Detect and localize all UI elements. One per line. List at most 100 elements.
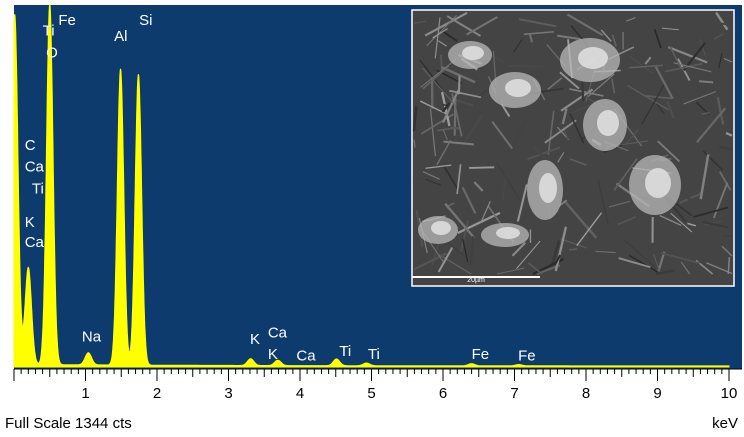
peak-label-20: Fe <box>518 347 536 364</box>
sem-fiber <box>554 226 568 272</box>
sem-fiber <box>664 62 703 73</box>
sem-fiber <box>500 103 511 118</box>
sem-fiber <box>449 89 482 99</box>
sem-fiber <box>569 113 585 144</box>
sem-fiber <box>680 261 691 275</box>
sem-fiber <box>659 215 682 226</box>
sem-fiber <box>569 158 587 167</box>
sem-fiber <box>469 236 475 265</box>
sem-fiber <box>513 39 523 53</box>
sem-fiber <box>564 201 598 239</box>
sem-fiber <box>442 128 449 141</box>
sem-fiber <box>507 64 544 68</box>
sem-fiber <box>437 40 448 47</box>
sem-fiber <box>432 28 448 39</box>
sem-fiber <box>641 84 665 125</box>
sem-fiber <box>506 117 528 156</box>
sem-fiber <box>627 84 669 111</box>
sem-fiber <box>431 241 441 267</box>
sem-fiber <box>653 254 661 275</box>
peak-label-19: Fe <box>472 346 490 363</box>
x-tick-label-9: 9 <box>653 385 661 402</box>
sem-fiber <box>725 132 733 137</box>
sem-fiber <box>559 71 580 90</box>
peak-point-11 <box>471 364 473 366</box>
sem-fiber <box>702 150 724 171</box>
sem-fiber <box>547 77 563 91</box>
sem-fiber <box>413 252 448 271</box>
sem-fiber <box>718 145 733 151</box>
sem-fiber <box>557 34 582 41</box>
sem-fiber <box>653 29 662 49</box>
x-tick-label-10: 10 <box>721 385 738 402</box>
sem-fiber <box>715 11 729 31</box>
sem-fiber <box>576 212 603 247</box>
sem-fiber <box>446 15 482 37</box>
peak-label-1: Fe <box>58 0 76 7</box>
sem-fiber <box>444 202 476 239</box>
sem-fiber <box>422 65 450 90</box>
x-tick-label-8: 8 <box>582 385 590 402</box>
sem-fiber <box>661 27 679 31</box>
sem-fiber <box>660 251 700 265</box>
sem-fiber <box>440 66 476 84</box>
sem-fiber <box>413 139 416 148</box>
sem-fiber <box>629 64 664 69</box>
peak-label-12: Na <box>82 328 102 345</box>
sem-fiber <box>628 55 654 74</box>
sem-fiber <box>721 245 733 257</box>
sem-fiber <box>544 119 577 144</box>
sem-fiber <box>613 158 638 191</box>
sem-fiber <box>419 100 447 115</box>
x-tick-label-5: 5 <box>367 385 375 402</box>
sem-fiber <box>723 58 733 63</box>
sem-fiber <box>702 220 729 229</box>
sem-fiber <box>443 165 460 192</box>
sem-fiber <box>657 140 681 163</box>
sem-particle-highlight <box>505 79 531 97</box>
sem-fiber <box>611 78 616 94</box>
sem-fiber <box>716 96 725 125</box>
sem-fiber <box>438 254 472 275</box>
sem-fiber <box>442 103 456 109</box>
sem-fiber <box>459 220 470 252</box>
sem-fiber <box>600 29 612 42</box>
sem-fiber <box>516 184 528 222</box>
sem-fiber <box>655 269 675 276</box>
sem-fiber <box>440 54 443 73</box>
sem-fiber <box>554 254 562 266</box>
sem-fiber <box>581 81 585 102</box>
peak-point-7 <box>250 359 252 361</box>
sem-particle-highlight <box>462 46 484 60</box>
sem-fiber <box>625 16 636 22</box>
peak-label-3: Ti <box>43 23 55 40</box>
sem-fiber <box>566 13 604 37</box>
sem-fiber <box>501 174 507 202</box>
peak-label-8: Ca <box>25 159 45 176</box>
x-axis-tick-labels: 1 2 3 4 5 6 7 8 9 10 <box>81 385 737 402</box>
sem-particle-highlight <box>578 47 608 69</box>
sem-fiber <box>718 52 723 69</box>
sem-inset-image: 20µm <box>411 9 735 287</box>
peak-point-4 <box>87 354 89 356</box>
sem-fiber <box>670 212 693 233</box>
sem-fiber <box>623 239 656 268</box>
sem-fiber <box>480 159 487 173</box>
sem-fiber <box>561 108 568 125</box>
sem-fiber <box>684 19 730 26</box>
sem-fiber <box>568 248 578 251</box>
sem-particle-highlight <box>496 227 520 239</box>
peak-label-17: Ti <box>339 343 351 360</box>
sem-fiber <box>456 164 462 195</box>
sem-fiber <box>656 103 666 115</box>
sem-fiber <box>719 171 732 191</box>
sem-fiber <box>443 140 474 146</box>
sem-fiber <box>727 257 731 275</box>
sem-fiber <box>559 199 568 207</box>
peak-label-11: Ca <box>25 234 45 251</box>
sem-fiber <box>667 46 708 64</box>
sem-fiber <box>696 107 727 143</box>
sem-fiber <box>480 201 491 224</box>
scale-bar-label: 20µm <box>467 277 485 284</box>
peak-point-3 <box>49 5 51 7</box>
